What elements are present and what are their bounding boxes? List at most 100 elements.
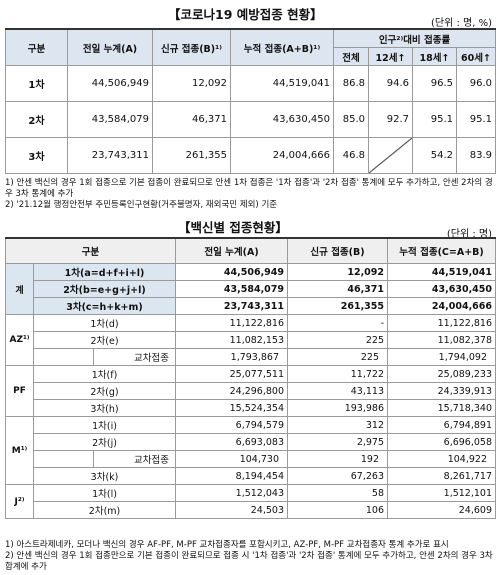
cell: 2,975 (287, 433, 389, 451)
data-row: 2차(g) 24,296,800 43,113 24,339,913 (6, 382, 497, 400)
cell: 11,122,816 (387, 314, 497, 332)
cell: 96.5 (412, 65, 457, 102)
cell: 106 (287, 501, 389, 519)
cell: 193,986 (287, 399, 389, 417)
diagonal (369, 138, 412, 173)
data-row: 2차 43,584,079 46,371 43,630,450 85.0 92.7 95.1… (5, 101, 497, 138)
cell: 43,630,450 (387, 280, 497, 298)
empty-cell (368, 137, 413, 174)
data-row: 3차(k) 8,194,454 67,263 8,261,717 (6, 467, 497, 485)
row-label: 1차(i) (32, 416, 177, 434)
cell: 11,122,816 (175, 314, 289, 332)
row-label: 2차(b=e+g+j+l) (32, 280, 177, 298)
table2: 구분 전일 누계(A) 신규 접종(B) 누적 접종(C=A+B) 계 1차(a=d+f+… (4, 237, 497, 519)
cell: 46.8 (333, 137, 369, 174)
header-cell: 60세↑ (455, 47, 497, 66)
cell: 1,793,867 (175, 348, 289, 366)
cell: 86.8 (333, 65, 369, 102)
cross-row: 교차접종 104,730 192 104,922 (6, 450, 497, 468)
notes2: 1) 아스트라제네카, 모더나 백신의 경우 AF-PF, M-PF 교차접종자… (5, 540, 495, 573)
cell: 8,261,717 (387, 467, 497, 485)
row-label: 3차(k) (32, 467, 177, 485)
group-cell: AZ¹⁾ (5, 314, 34, 366)
note: 1) 아스트라제네카, 모더나 백신의 경우 AF-PF, M-PF 교차접종자… (5, 540, 449, 550)
row-label: 3차(h) (32, 399, 177, 417)
cell: 24,503 (175, 501, 289, 519)
cell: 312 (287, 416, 389, 434)
cell: 95.1 (412, 101, 457, 138)
cell: 92.7 (368, 101, 413, 138)
cell: 6,693,083 (175, 433, 289, 451)
cell: 83.9 (455, 137, 497, 174)
data-row: 계 1차(a=d+f+i+l) 44,506,949 12,092 44,519,041 (5, 263, 497, 315)
cell: 46,371 (287, 280, 389, 298)
cross-label: 교차접종 (92, 450, 177, 468)
header-cell: 18세↑ (412, 47, 457, 66)
cell: 1,794,092 (387, 348, 497, 366)
cell: 6,696,058 (387, 433, 497, 451)
spacer (33, 348, 94, 366)
header-cell: 신규 접종(B) (287, 237, 389, 264)
cell: - (287, 314, 389, 332)
cell: 15,718,340 (387, 399, 497, 417)
data-row: 3차 23,743,311 261,355 24,004,666 46.8 54.2 83.… (5, 137, 497, 174)
cell: 24,609 (387, 501, 497, 519)
cell: 58 (287, 484, 389, 502)
group-cell: 계 (5, 263, 34, 315)
cell: 225 (287, 348, 389, 366)
header-cell: 12세↑ (368, 47, 413, 66)
cell: 24,004,666 (230, 137, 334, 174)
cell: 192 (287, 450, 389, 468)
cell: 3차 (5, 137, 68, 174)
row-label: 1차(f) (32, 365, 177, 383)
cell: 11,082,378 (387, 331, 497, 349)
cell: 2차 (5, 101, 68, 138)
cross-row: 교차접종 1,793,867 225 1,794,092 (6, 348, 497, 366)
header-row: 구분 전일 누계(A) 신규 접종(B)¹⁾ 누적 접종(A+B)¹⁾ 인구²⁾대비 접… (5, 28, 497, 66)
data-row: 2차(b=e+g+j+l) 43,584,079 46,371 43,630,450 (6, 280, 497, 298)
data-row: 3차(h) 15,524,354 193,986 15,718,340 (6, 399, 497, 417)
cell: 104,730 (175, 450, 289, 468)
header-cell: 인구²⁾대비 접종률 (332, 28, 497, 48)
data-row: AZ¹⁾ 1차(d) 11,122,816-11,122,816 (5, 314, 497, 366)
cell: 15,524,354 (175, 399, 289, 417)
group-cell: M¹⁾ (5, 416, 34, 485)
cell: 24,004,666 (387, 297, 497, 315)
cell: 44,519,041 (230, 65, 334, 102)
cell: 44,519,041 (387, 263, 497, 281)
cell: 12,092 (152, 65, 231, 102)
header-cell: 누적 접종(A+B)¹⁾ (230, 28, 334, 66)
row-label: 2차(j) (32, 433, 177, 451)
header-row: 구분 전일 누계(A) 신규 접종(B) 누적 접종(C=A+B) (4, 237, 497, 264)
cell: 44,506,949 (67, 65, 153, 102)
data-row: PF 1차(f) 25,077,511 11,722 25,089,233 (5, 365, 497, 417)
data-row: 3차(c=h+k+m) 23,743,311 261,355 24,004,666 (6, 297, 497, 315)
cell: 1차 (5, 65, 68, 102)
cell: 12,092 (287, 263, 389, 281)
cell: 11,082,153 (175, 331, 289, 349)
cell: 43,584,079 (67, 101, 153, 138)
header-cell: 구분 (5, 28, 68, 66)
cell: 24,339,913 (387, 382, 497, 400)
cell: 23,743,311 (67, 137, 153, 174)
data-row: 1차 44,506,949 12,092 44,519,041 86.8 94.6 96.5… (5, 65, 497, 102)
data-row: 2차(e) 11,082,153 225 11,082,378 (6, 331, 497, 349)
spacer (33, 450, 94, 468)
note: 2) '21.12월 행정안전부 주민등록인구현황(거주불명자, 재외국민 제외… (5, 200, 278, 210)
cell: 225 (287, 331, 389, 349)
note: 2) 안센 백신의 경우 1회 접종만으로 기본 접종이 완료되므로 접종 시 … (5, 551, 493, 572)
cell: 8,194,454 (175, 467, 289, 485)
data-row: J²⁾ 1차(l) 1,512,043 58 1,512,101 (5, 484, 497, 519)
cell: 46,371 (152, 101, 231, 138)
row-label: 1차(l) (32, 484, 177, 502)
table1: 구분 전일 누계(A) 신규 접종(B)¹⁾ 누적 접종(A+B)¹⁾ 인구²⁾대비 접… (5, 28, 497, 174)
cell: 11,722 (287, 365, 389, 383)
note: 1) 안센 백신의 경우 1회 접종으로 기본 접종이 완료되므로 안센 1차 … (5, 178, 493, 199)
cell: 54.2 (412, 137, 457, 174)
header-cell: 전일 누계(A) (175, 237, 289, 264)
table2-title: 【백신별 접종현황】 (178, 220, 288, 235)
row-label: 2차(e) (32, 331, 177, 349)
cell: 104,922 (387, 450, 497, 468)
group-cell: PF (5, 365, 34, 417)
cell: 94.6 (368, 65, 413, 102)
